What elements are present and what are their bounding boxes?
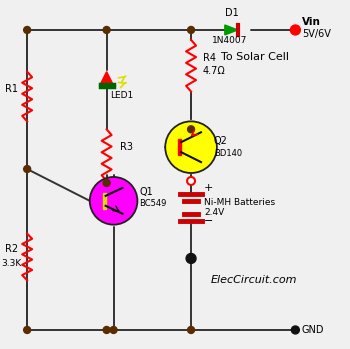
Text: R2: R2 bbox=[5, 244, 18, 254]
Text: BD140: BD140 bbox=[214, 149, 242, 158]
Text: +: + bbox=[204, 183, 214, 193]
Text: Vin: Vin bbox=[302, 17, 321, 27]
Circle shape bbox=[186, 253, 196, 263]
Polygon shape bbox=[225, 25, 238, 35]
Circle shape bbox=[292, 326, 299, 334]
Circle shape bbox=[103, 27, 110, 34]
Text: LED1: LED1 bbox=[111, 90, 134, 99]
Text: R3: R3 bbox=[120, 142, 133, 152]
Circle shape bbox=[188, 326, 195, 333]
Text: Ni-MH Batteries
2.4V: Ni-MH Batteries 2.4V bbox=[204, 198, 275, 217]
Text: To Solar Cell: To Solar Cell bbox=[221, 52, 289, 62]
Circle shape bbox=[103, 326, 110, 333]
Text: D1: D1 bbox=[225, 8, 239, 18]
Circle shape bbox=[165, 121, 217, 173]
Text: 3.3K: 3.3K bbox=[1, 259, 21, 268]
Circle shape bbox=[188, 126, 195, 133]
Circle shape bbox=[24, 326, 31, 333]
Circle shape bbox=[290, 25, 300, 35]
Circle shape bbox=[90, 177, 138, 225]
Text: R1: R1 bbox=[5, 83, 18, 94]
Circle shape bbox=[188, 27, 195, 34]
Text: R4: R4 bbox=[203, 53, 216, 63]
Text: BC549: BC549 bbox=[139, 199, 167, 208]
Text: ElecCircuit.com: ElecCircuit.com bbox=[211, 275, 298, 285]
Text: Q1: Q1 bbox=[139, 187, 153, 197]
Text: 1N4007: 1N4007 bbox=[212, 36, 247, 45]
Circle shape bbox=[24, 165, 31, 172]
Text: 5V/6V: 5V/6V bbox=[302, 29, 331, 39]
Bar bbox=[103, 193, 106, 209]
Bar bbox=[178, 139, 181, 155]
Text: 4.7Ω: 4.7Ω bbox=[203, 66, 226, 76]
Circle shape bbox=[187, 177, 195, 185]
Circle shape bbox=[103, 179, 110, 186]
Circle shape bbox=[110, 326, 117, 333]
Text: GND: GND bbox=[301, 325, 324, 335]
Text: −: − bbox=[204, 216, 214, 226]
Polygon shape bbox=[101, 72, 113, 84]
Circle shape bbox=[24, 27, 31, 34]
Text: Q2: Q2 bbox=[214, 136, 228, 146]
